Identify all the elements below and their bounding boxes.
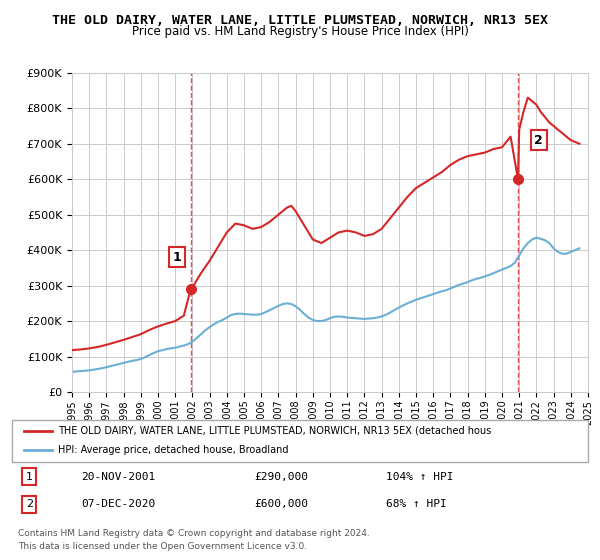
- Text: 104% ↑ HPI: 104% ↑ HPI: [386, 472, 454, 482]
- Text: 68% ↑ HPI: 68% ↑ HPI: [386, 500, 447, 510]
- Text: 1: 1: [173, 251, 181, 264]
- Text: This data is licensed under the Open Government Licence v3.0.: This data is licensed under the Open Gov…: [18, 542, 307, 550]
- Text: £290,000: £290,000: [254, 472, 308, 482]
- Text: 1: 1: [26, 472, 33, 482]
- Text: Price paid vs. HM Land Registry's House Price Index (HPI): Price paid vs. HM Land Registry's House …: [131, 25, 469, 38]
- Text: 2: 2: [26, 500, 33, 510]
- Text: THE OLD DAIRY, WATER LANE, LITTLE PLUMSTEAD, NORWICH, NR13 5EX: THE OLD DAIRY, WATER LANE, LITTLE PLUMST…: [52, 14, 548, 27]
- Text: 07-DEC-2020: 07-DEC-2020: [81, 500, 155, 510]
- Text: Contains HM Land Registry data © Crown copyright and database right 2024.: Contains HM Land Registry data © Crown c…: [18, 529, 370, 538]
- FancyBboxPatch shape: [12, 420, 588, 462]
- Text: £600,000: £600,000: [254, 500, 308, 510]
- Text: 20-NOV-2001: 20-NOV-2001: [81, 472, 155, 482]
- Text: 2: 2: [534, 134, 543, 147]
- Text: HPI: Average price, detached house, Broadland: HPI: Average price, detached house, Broa…: [58, 445, 289, 455]
- Text: THE OLD DAIRY, WATER LANE, LITTLE PLUMSTEAD, NORWICH, NR13 5EX (detached hous: THE OLD DAIRY, WATER LANE, LITTLE PLUMST…: [58, 426, 491, 436]
